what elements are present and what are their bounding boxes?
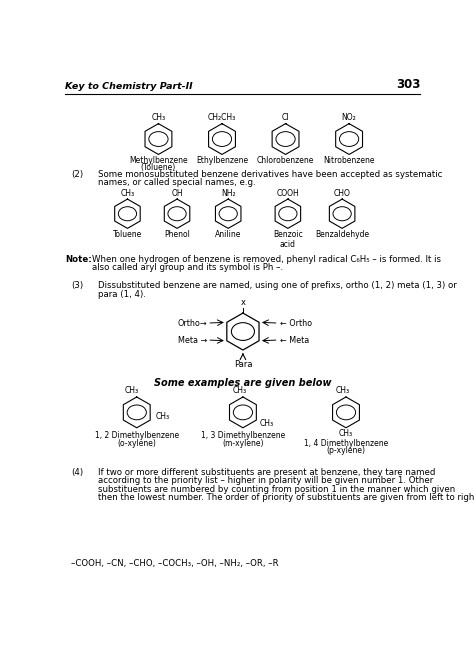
Text: Methylbenzene: Methylbenzene bbox=[129, 156, 188, 165]
Text: 303: 303 bbox=[396, 79, 420, 91]
Text: Ethylbenzene: Ethylbenzene bbox=[196, 156, 248, 165]
Text: CH₃: CH₃ bbox=[125, 386, 139, 395]
Text: CH₃: CH₃ bbox=[336, 386, 350, 395]
Text: Benzoic
acid: Benzoic acid bbox=[273, 230, 303, 250]
Text: para (1, 4).: para (1, 4). bbox=[98, 290, 146, 299]
Text: –COOH, –CN, –CHO, –COCH₃, –OH, –NH₂, –OR, –R: –COOH, –CN, –CHO, –COCH₃, –OH, –NH₂, –OR… bbox=[71, 559, 279, 568]
Text: Benzaldehyde: Benzaldehyde bbox=[315, 230, 369, 239]
Text: If two or more different substituents are present at benzene, they tare named: If two or more different substituents ar… bbox=[98, 468, 436, 477]
Text: ← Ortho: ← Ortho bbox=[280, 319, 312, 327]
Text: NO₂: NO₂ bbox=[342, 113, 356, 122]
Text: CH₃: CH₃ bbox=[155, 412, 170, 421]
Text: Cl: Cl bbox=[282, 113, 289, 122]
Text: then the lowest number. The order of priority of substituents are given from lef: then the lowest number. The order of pri… bbox=[98, 493, 474, 502]
Text: 1, 3 Dimethylbenzene: 1, 3 Dimethylbenzene bbox=[201, 431, 285, 440]
Text: Dissubstituted benzene are named, using one of prefixs, ortho (1, 2) meta (1, 3): Dissubstituted benzene are named, using … bbox=[98, 282, 457, 291]
Text: CH₂CH₃: CH₂CH₃ bbox=[208, 113, 236, 122]
Text: Aniline: Aniline bbox=[215, 230, 241, 239]
Text: Para: Para bbox=[234, 360, 252, 369]
Text: Ortho→: Ortho→ bbox=[178, 319, 207, 327]
Text: Chlorobenzene: Chlorobenzene bbox=[257, 156, 314, 165]
Text: Key to Chemistry Part-II: Key to Chemistry Part-II bbox=[65, 83, 193, 91]
Text: Note:: Note: bbox=[65, 254, 92, 264]
Text: NH₂: NH₂ bbox=[221, 189, 236, 197]
Text: ← Meta: ← Meta bbox=[280, 336, 310, 344]
Text: (m-xylene): (m-xylene) bbox=[222, 439, 264, 448]
Text: CH₃: CH₃ bbox=[339, 429, 353, 438]
Text: Some monosubstituted benzene derivatives have been accepted as systematic: Some monosubstituted benzene derivatives… bbox=[98, 170, 442, 179]
Text: Some examples are given below: Some examples are given below bbox=[154, 378, 332, 388]
Text: Meta →: Meta → bbox=[178, 336, 207, 344]
Text: (2): (2) bbox=[71, 170, 83, 179]
Text: Phenol: Phenol bbox=[164, 230, 190, 239]
Text: CH₃: CH₃ bbox=[120, 189, 135, 197]
Text: 1, 4 Dimethylbenzene: 1, 4 Dimethylbenzene bbox=[304, 439, 388, 448]
Text: 1, 2 Dimethylbenzene: 1, 2 Dimethylbenzene bbox=[95, 431, 179, 440]
Text: CH₃: CH₃ bbox=[151, 113, 165, 122]
Text: x: x bbox=[240, 298, 246, 307]
Text: CH₃: CH₃ bbox=[260, 419, 274, 427]
Text: When one hydrogen of benzene is removed, phenyl radical C₆H₅ – is formed. It is: When one hydrogen of benzene is removed,… bbox=[92, 254, 441, 264]
Text: (p-xylene): (p-xylene) bbox=[327, 446, 365, 455]
Text: (o-xylene): (o-xylene) bbox=[117, 439, 156, 448]
Text: Toluene: Toluene bbox=[113, 230, 142, 239]
Text: OH: OH bbox=[171, 189, 183, 197]
Text: (Toluene): (Toluene) bbox=[141, 163, 176, 172]
Text: Nitrobenzene: Nitrobenzene bbox=[323, 156, 375, 165]
Text: according to the priority list – higher in polarity will be given number 1. Othe: according to the priority list – higher … bbox=[98, 476, 433, 485]
Text: (4): (4) bbox=[71, 468, 83, 477]
Text: (3): (3) bbox=[71, 282, 83, 291]
Text: CH₃: CH₃ bbox=[233, 386, 247, 395]
Text: names, or called special names, e.g.: names, or called special names, e.g. bbox=[98, 178, 255, 187]
Text: COOH: COOH bbox=[276, 189, 299, 197]
Text: also called aryl group and its symbol is Ph –.: also called aryl group and its symbol is… bbox=[92, 263, 283, 272]
Text: CHO: CHO bbox=[334, 189, 351, 197]
Text: substituents are numbered by counting from position 1 in the manner which given: substituents are numbered by counting fr… bbox=[98, 484, 455, 494]
